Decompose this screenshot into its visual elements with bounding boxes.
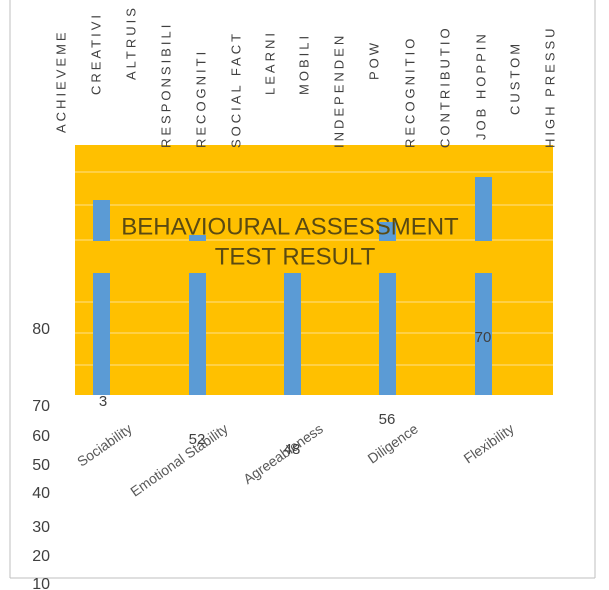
bar — [475, 177, 492, 395]
data-label: 70 — [475, 329, 492, 346]
data-label: 48 — [284, 441, 301, 458]
bar — [93, 200, 110, 395]
column-header: POW — [366, 40, 381, 80]
data-label: 56 — [379, 411, 396, 428]
axis-label: 60 — [32, 428, 50, 445]
title-background — [75, 241, 553, 273]
column-header: RECOGNITI — [193, 49, 208, 148]
category-label: Emotional Stability — [127, 420, 231, 499]
axis-label: 50 — [32, 457, 50, 474]
category-label: Flexibility — [461, 420, 517, 466]
column-header: CUSTOM — [507, 41, 522, 115]
axis-label: 30 — [32, 519, 50, 536]
category-label: Sociability — [74, 420, 135, 469]
data-label: 52 — [189, 431, 206, 448]
plot-area: BEHAVIOURAL ASSESSMENT TEST RESULT — [75, 145, 553, 395]
column-header: SOCIAL FACT — [228, 31, 243, 148]
column-header: INDEPENDEN — [331, 33, 346, 148]
column-header: CONTRIBUTIO — [437, 25, 452, 148]
bar — [284, 273, 301, 395]
axis-label: 40 — [32, 485, 50, 502]
column-header: HIGH PRESSU — [542, 25, 557, 148]
column-header: RECOGNITIO — [402, 36, 417, 148]
column-header: JOB HOPPIN — [473, 31, 488, 140]
column-header: RESPONSIBILI — [158, 22, 173, 148]
axis-label: 70 — [32, 398, 50, 415]
data-label: 3 — [99, 393, 107, 410]
axis-label: 10 — [32, 576, 50, 590]
title: BEHAVIOURAL ASSESSMENT — [121, 213, 459, 240]
column-header: ALTRUIS — [123, 5, 138, 80]
axis-label: 20 — [32, 548, 50, 565]
column-header: CREATIVI — [88, 12, 103, 95]
bar — [189, 235, 206, 395]
title: TEST RESULT — [215, 243, 376, 270]
column-header: ACHIEVEME — [53, 29, 68, 133]
column-header: LEARNI — [262, 30, 277, 95]
axis-label: 80 — [32, 321, 50, 338]
column-header: MOBILI — [296, 33, 311, 95]
